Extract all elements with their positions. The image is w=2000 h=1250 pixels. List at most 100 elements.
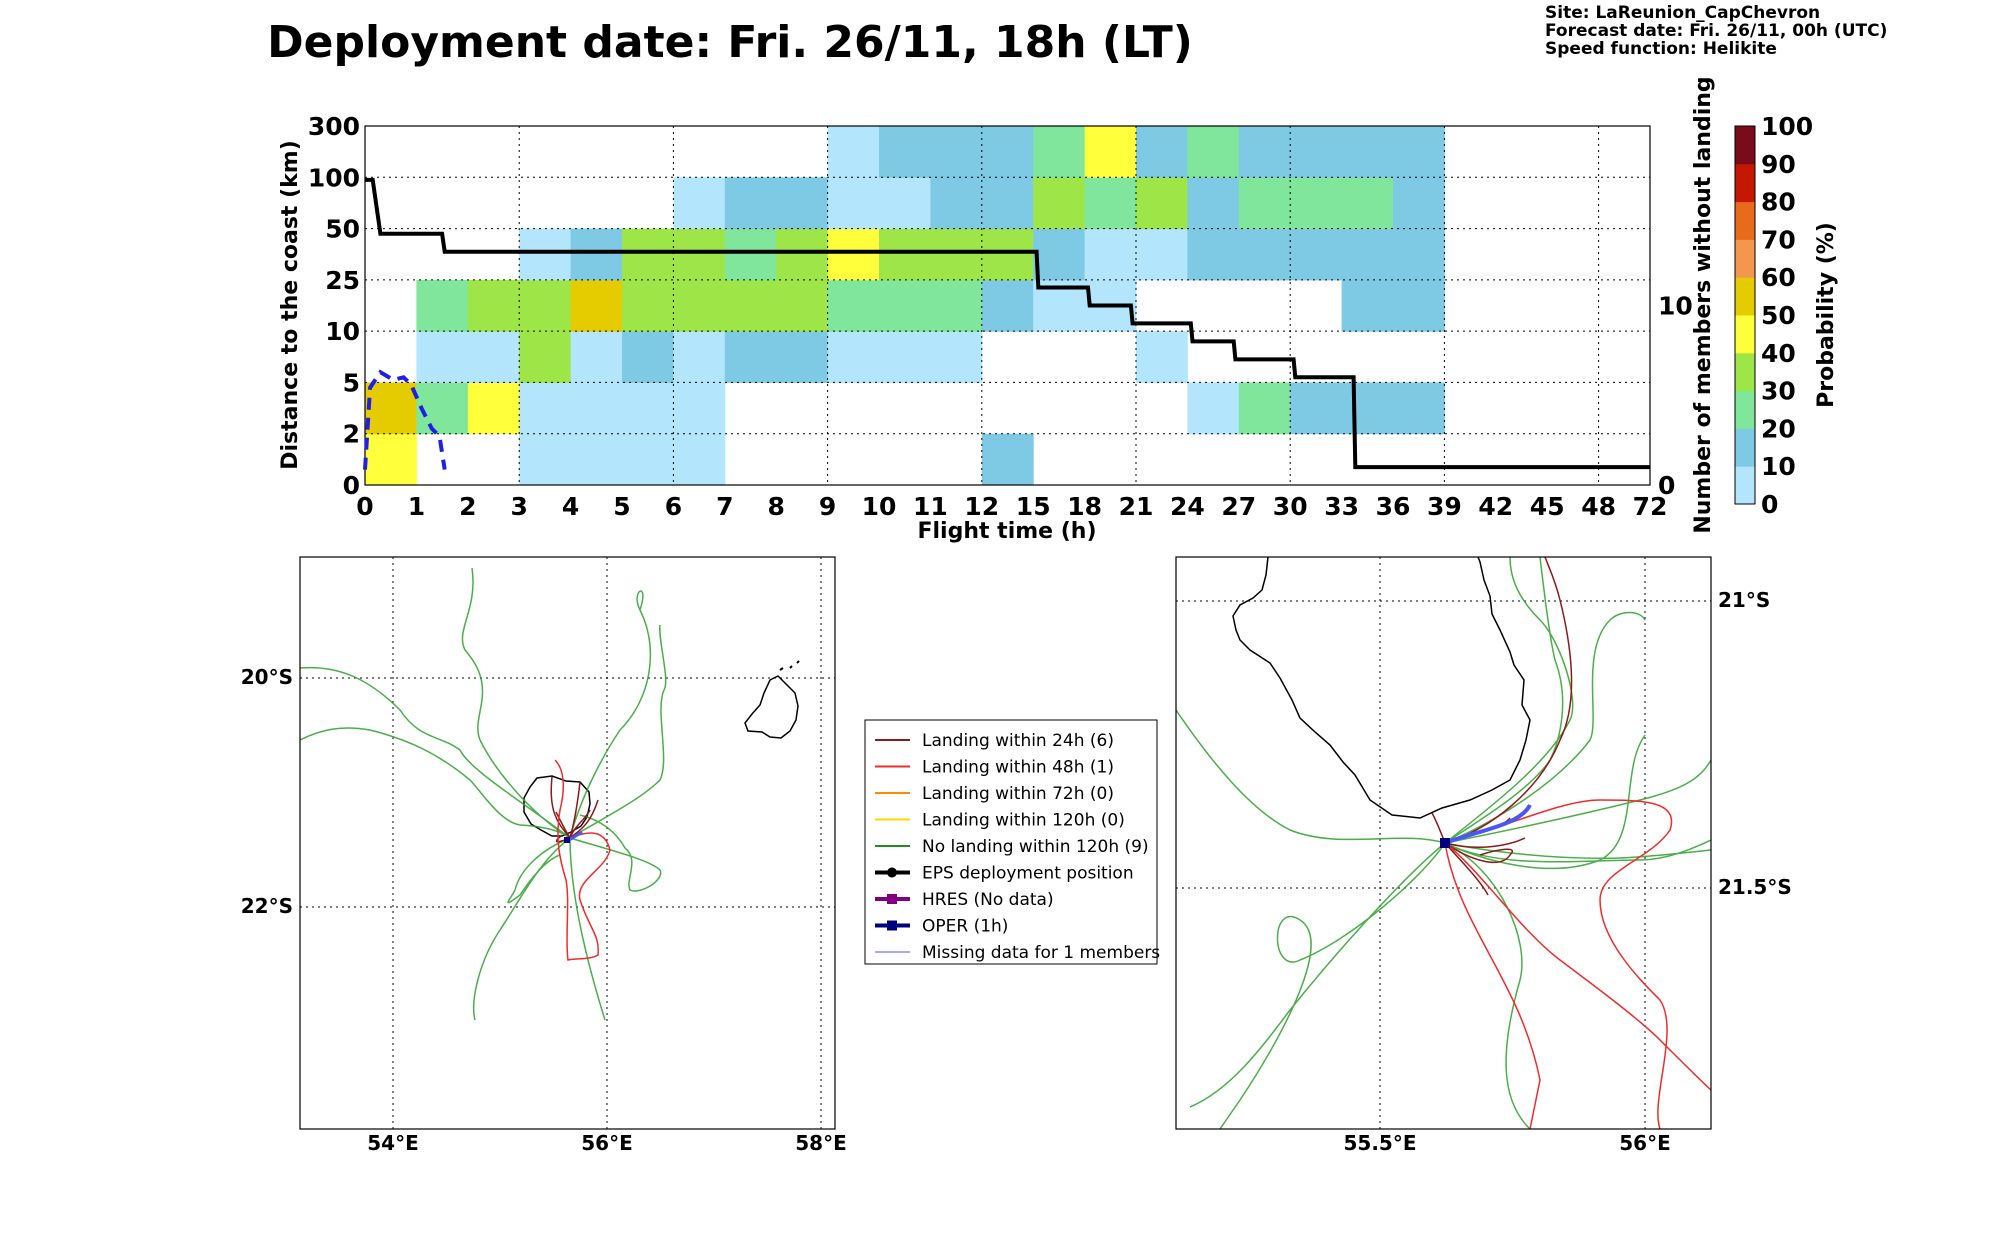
- heatmap-cell: [1033, 177, 1086, 230]
- x-tick-label: 0: [356, 492, 373, 521]
- heatmap-cell: [622, 279, 674, 332]
- oper-track-zoom: [1444, 803, 1532, 845]
- colorbar-tick-label: 10: [1761, 452, 1796, 481]
- heatmap-cell: [930, 177, 983, 230]
- heatmap-cell: [879, 331, 931, 383]
- y-tick-label: 0: [343, 471, 360, 500]
- colorbar-tick-label: 80: [1761, 188, 1796, 217]
- colorbar-tick-labels: 0 10 20 30 40 50 60 70 80 90 100: [1761, 112, 1813, 519]
- trajectory-landing-48h-zoom: [1444, 799, 1673, 1129]
- heatmap-cell: [724, 177, 777, 230]
- heatmap-cell: [365, 382, 417, 435]
- heatmap-cell: [416, 382, 469, 435]
- heatmap-cell: [1393, 177, 1445, 230]
- heatmap-cell: [981, 279, 1034, 332]
- right-axis-label: Number of members without landing: [1691, 76, 1716, 533]
- heatmap-cell: [930, 228, 983, 281]
- map-left-frame: [299, 556, 836, 1130]
- heatmap-cell: [1393, 126, 1445, 178]
- x-tick-label: 1: [408, 492, 425, 521]
- colorbar-bin: [1735, 201, 1755, 240]
- site-text: Site: LaReunion_CapChevron: [1545, 3, 1820, 23]
- x-tick-label: 8: [767, 492, 784, 521]
- heatmap-cell: [519, 382, 572, 435]
- islets: [779, 660, 800, 671]
- heatmap-cell: [365, 433, 417, 486]
- legend-item: No landing within 120h (9): [875, 837, 1149, 857]
- heatmap-cell: [673, 331, 726, 383]
- distance-dashed-line: [363, 369, 447, 470]
- x-tick-label: 10: [862, 492, 897, 521]
- heatmap-cell: [981, 228, 1034, 281]
- speed-function-text: Speed function: Helikite: [1545, 39, 1777, 59]
- chart-title: Deployment date: Fri. 26/11, 18h (LT): [267, 17, 1193, 68]
- x-tick-label: 27: [1221, 492, 1256, 521]
- heatmap-cell: [570, 433, 623, 486]
- heatmap-cell: [622, 228, 674, 281]
- colorbar-bin: [1735, 277, 1755, 316]
- heatmap-cell: [879, 279, 931, 332]
- members-without-landing-line: [365, 177, 1650, 470]
- lon-tick-54: 54°E: [367, 1131, 419, 1155]
- x-tick-label: 3: [510, 492, 527, 521]
- trajectories-no-landing: [300, 567, 667, 1021]
- legend-label: No landing within 120h (9): [922, 837, 1149, 857]
- heatmap-cell: [1136, 228, 1188, 281]
- x-tick-label: 39: [1427, 492, 1462, 521]
- legend-label: Landing within 72h (0): [922, 784, 1114, 804]
- heatmap-cell: [776, 279, 829, 332]
- y-axis-label: Distance to the coast (km): [278, 140, 303, 470]
- heatmap-cell: [519, 279, 572, 332]
- heatmap-cell: [519, 228, 572, 281]
- heatmap-cell: [1393, 228, 1445, 281]
- heatmap-cell: [1238, 382, 1291, 435]
- legend-item: Landing within 48h (1): [875, 758, 1114, 778]
- legend-label: EPS deployment position: [922, 864, 1134, 884]
- trajectories-landing-24h-zoom: [1431, 557, 1573, 896]
- heatmap-cell: [673, 382, 726, 435]
- oper-marker: [564, 837, 570, 843]
- x-tick-labels: 0 1 2 3 4 5 6 7 8 9 10 11 12 15 18 21 24 27 30 33 36 39 42 45 48…: [356, 492, 1667, 521]
- colorbar-tick-label: 30: [1761, 377, 1796, 406]
- right-tick-label: 10: [1658, 292, 1693, 321]
- x-tick-label: 12: [964, 492, 999, 521]
- heatmap-cell: [1290, 382, 1343, 435]
- x-tick-label: 30: [1273, 492, 1308, 521]
- mauritius-coastline: [744, 675, 799, 739]
- heatmap-cell: [1393, 382, 1445, 435]
- lon-tick-58: 58°E: [795, 1131, 847, 1155]
- colorbar-bin: [1735, 466, 1755, 505]
- legend-box: [864, 719, 1158, 965]
- heatmap-cell: [622, 433, 674, 486]
- heatmap-cell: [827, 228, 880, 281]
- map-zoom: 55.5°E 56°E 21°S 21.5°S: [1175, 556, 1792, 1155]
- x-tick-label: 2: [459, 492, 476, 521]
- colorbar-bin: [1735, 239, 1755, 278]
- legend-item: OPER (1h): [875, 917, 1008, 937]
- heatmap-cell: [467, 279, 520, 332]
- heatmap-cell: [519, 433, 572, 486]
- heatmap-cell: [1290, 126, 1343, 178]
- legend-label: Missing data for 1 members: [922, 943, 1160, 963]
- heatmap-cell: [776, 228, 829, 281]
- colorbar-bin: [1735, 163, 1755, 203]
- x-tick-label: 11: [913, 492, 948, 521]
- heatmap-cell: [930, 279, 983, 332]
- heatmap-cell: [981, 433, 1034, 486]
- x-tick-label: 45: [1530, 492, 1565, 521]
- colorbar-tick-label: 90: [1761, 150, 1796, 179]
- heatmap-frame: [364, 125, 1651, 486]
- heatmap-cell: [776, 177, 829, 230]
- heatmap-cell: [1238, 177, 1291, 230]
- heatmap-cell: [1341, 177, 1394, 230]
- heatmap-cell: [1187, 126, 1240, 178]
- heatmap-cell: [1341, 228, 1394, 281]
- heatmap-cell: [1033, 228, 1086, 281]
- right-tick-label: 0: [1658, 471, 1675, 500]
- y-tick-label: 100: [308, 163, 360, 192]
- heatmap-cells: [365, 126, 1445, 486]
- y-tick-label: 2: [343, 420, 360, 449]
- x-tick-label: 5: [613, 492, 630, 521]
